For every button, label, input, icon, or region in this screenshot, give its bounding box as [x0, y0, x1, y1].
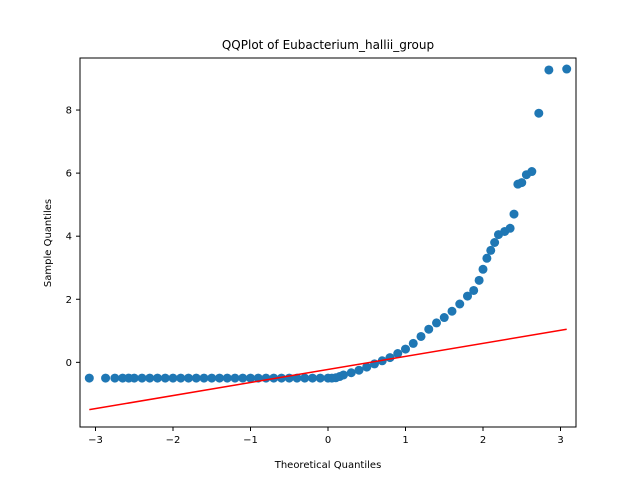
- chart-title: QQPlot of Eubacterium_hallii_group: [222, 38, 434, 52]
- data-point-27: [300, 373, 310, 383]
- data-point-2: [110, 373, 120, 383]
- data-point-34: [339, 370, 348, 380]
- x-tick-label--2: −2: [166, 435, 181, 446]
- data-point-54: [482, 253, 492, 263]
- data-point-44: [416, 331, 426, 341]
- data-point-12: [184, 373, 193, 383]
- data-point-62: [517, 178, 527, 188]
- x-tick-label--3: −3: [88, 435, 103, 446]
- data-point-52: [474, 275, 484, 285]
- data-point-47: [439, 313, 449, 323]
- y-axis-label: Sample Quantiles: [43, 199, 54, 287]
- data-point-50: [463, 291, 472, 301]
- plot-area: −3 −2 −1 0 1 2 3 0 2 4 6 8: [66, 57, 577, 446]
- data-point-16: [215, 373, 224, 383]
- data-point-3: [118, 373, 128, 383]
- data-point-37: [362, 362, 372, 372]
- y-tick-label-8: 8: [66, 106, 72, 117]
- data-point-66: [544, 65, 554, 75]
- data-point-48: [447, 306, 457, 316]
- data-point-53: [478, 264, 488, 274]
- data-point-13: [191, 373, 201, 383]
- data-point-24: [277, 373, 286, 383]
- data-point-19: [238, 373, 248, 383]
- data-point-55: [486, 245, 496, 255]
- data-point-14: [199, 373, 209, 383]
- data-point-45: [424, 324, 434, 334]
- y-tick-label-2: 2: [66, 295, 72, 306]
- data-point-49: [455, 299, 465, 309]
- data-point-11: [176, 373, 186, 383]
- x-tick-label--1: −1: [243, 435, 258, 446]
- reference-line: [89, 328, 567, 411]
- data-point-64: [527, 167, 537, 177]
- data-point-8: [153, 373, 162, 383]
- x-tick-label-3: 3: [557, 435, 563, 446]
- data-point-6: [137, 373, 147, 383]
- data-point-59: [505, 223, 515, 233]
- y-tick-label-0: 0: [66, 358, 72, 369]
- x-axis-label: Theoretical Quantiles: [274, 460, 382, 471]
- x-tick-label-0: 0: [325, 435, 331, 446]
- data-point-40: [385, 353, 395, 363]
- data-point-51: [469, 285, 479, 295]
- data-point-28: [308, 373, 317, 383]
- data-point-5: [129, 373, 139, 383]
- data-point-41: [393, 349, 403, 359]
- data-point-17: [222, 373, 232, 383]
- data-point-42: [401, 344, 410, 354]
- data-point-35: [346, 368, 356, 378]
- data-point-26: [292, 373, 302, 383]
- data-point-67: [562, 64, 572, 74]
- data-point-7: [145, 373, 155, 383]
- data-point-1: [101, 373, 111, 383]
- data-point-18: [230, 373, 240, 383]
- data-point-20: [246, 373, 255, 383]
- data-point-36: [354, 365, 364, 375]
- data-point-15: [207, 373, 217, 383]
- x-tick-label-2: 2: [480, 435, 486, 446]
- data-point-46: [432, 318, 441, 328]
- data-point-10: [168, 373, 178, 383]
- data-point-0: [84, 373, 94, 383]
- data-point-60: [509, 209, 519, 219]
- data-point-56: [490, 238, 500, 247]
- axes-frame: [79, 57, 577, 428]
- data-point-22: [261, 373, 271, 383]
- x-tick-label-1: 1: [402, 435, 408, 446]
- data-point-43: [408, 338, 418, 348]
- y-tick-label-4: 4: [66, 232, 72, 243]
- y-tick-label-6: 6: [66, 169, 72, 180]
- data-point-65: [534, 108, 544, 118]
- data-point-9: [160, 373, 170, 383]
- data-point-29: [315, 373, 325, 383]
